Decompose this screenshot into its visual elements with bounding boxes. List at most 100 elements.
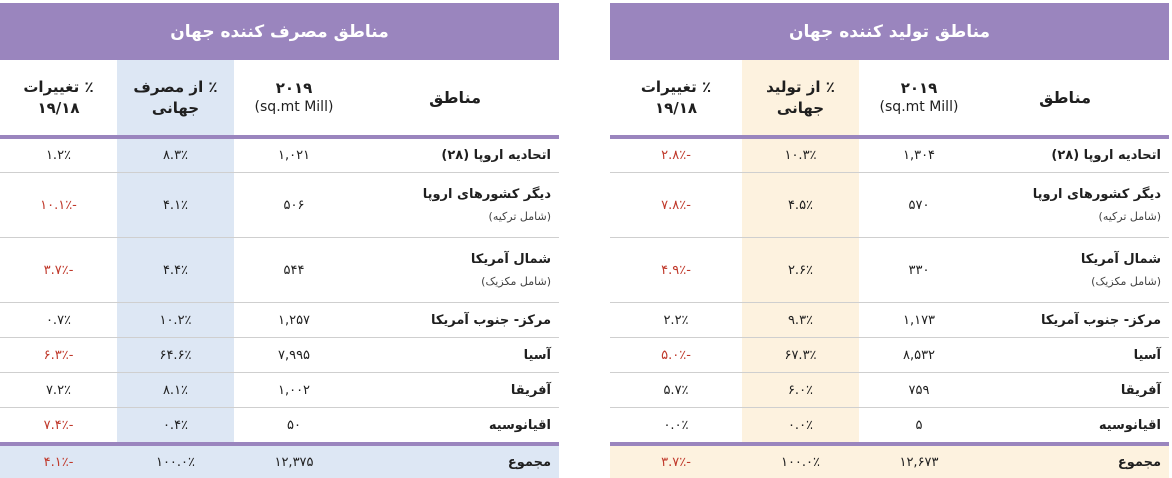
consumers-header-year: ۲۰۱۹ <box>275 78 313 97</box>
producers-region-cell: آسیا <box>979 337 1169 373</box>
consumers-share-cell: ۶۴.۶٪ <box>117 337 234 373</box>
producers-header-share-l1: ٪ از تولید <box>766 78 835 97</box>
consumers-change-cell: -۷.۴٪ <box>0 407 117 445</box>
producers-row: شمال آمریکا (شامل مکزیک) ۳۳۰ ۲.۶٪ -۴.۹٪ <box>610 237 1169 303</box>
producers-change-cell: ۵.۷٪ <box>610 372 742 408</box>
producers-share-cell: ۴.۵٪ <box>742 172 859 238</box>
producers-header-year: ۲۰۱۹ <box>900 78 938 97</box>
consumers-header-share: ٪ از مصرف جهانی <box>117 60 234 139</box>
region-name: اقیانوسیه <box>488 417 551 433</box>
producers-value-cell: ۷۵۹ <box>859 372 979 408</box>
producers-share-cell: ۲.۶٪ <box>742 237 859 303</box>
producers-total-share: ۱۰۰.۰٪ <box>742 442 859 478</box>
producers-share-cell: ۹.۳٪ <box>742 302 859 338</box>
producers-region-cell: مرکز- جنوب آمریکا <box>979 302 1169 338</box>
consumers-share-cell: ۱۰.۲٪ <box>117 302 234 338</box>
producers-row: اتحادیه اروپا (۲۸) ۱,۳۰۴ ۱۰.۳٪ -۲.۸٪ <box>610 137 1169 173</box>
consumers-change-cell: ۱.۲٪ <box>0 137 117 173</box>
consumers-value-cell: ۵۰ <box>234 407 354 445</box>
consumers-header-change-l2: ۱۹/۱۸ <box>37 98 80 117</box>
producers-row: آسیا ۸,۵۳۲ ۶۷.۳٪ -۵.۰٪ <box>610 337 1169 373</box>
producers-change-cell: -۷.۸٪ <box>610 172 742 238</box>
producers-share-cell: ۱۰.۳٪ <box>742 137 859 173</box>
region-note: (شامل مکزیک) <box>1091 275 1161 288</box>
producers-header-region: مناطق <box>979 60 1169 139</box>
consumers-header-change: ٪ تغییرات ۱۹/۱۸ <box>0 60 117 139</box>
consumers-region-cell: اقیانوسیه <box>354 407 559 445</box>
region-note: (شامل ترکیه) <box>488 210 551 223</box>
consumers-row: مرکز- جنوب آمریکا ۱,۲۵۷ ۱۰.۲٪ ۰.۷٪ <box>0 302 559 338</box>
consumers-total-label: مجموع <box>354 442 559 478</box>
producers-change-cell: -۴.۹٪ <box>610 237 742 303</box>
producers-value-cell: ۸,۵۳۲ <box>859 337 979 373</box>
consumers-value-cell: ۷,۹۹۵ <box>234 337 354 373</box>
consumers-change-cell: ۰.۷٪ <box>0 302 117 338</box>
consumers-value-cell: ۱,۲۵۷ <box>234 302 354 338</box>
producers-share-cell: ۰.۰٪ <box>742 407 859 445</box>
producers-row: مرکز- جنوب آمریکا ۱,۱۷۳ ۹.۳٪ ۲.۲٪ <box>610 302 1169 338</box>
consumers-header-unit: (sq.mt Mill) <box>254 99 334 116</box>
consumers-header-share-l1: ٪ از مصرف <box>133 78 218 97</box>
producers-header-change: ٪ تغییرات ۱۹/۱۸ <box>610 60 742 139</box>
consumers-share-cell: ۸.۱٪ <box>117 372 234 408</box>
producers-share-cell: ۶۷.۳٪ <box>742 337 859 373</box>
region-name: مرکز- جنوب آمریکا <box>430 312 551 328</box>
producers-header-value: ۲۰۱۹ (sq.mt Mill) <box>859 60 979 139</box>
consumers-row: آفریقا ۱,۰۰۲ ۸.۱٪ ۷.۲٪ <box>0 372 559 408</box>
consumers-region-cell: آسیا <box>354 337 559 373</box>
producers-total-change: -۳.۷٪ <box>610 442 742 478</box>
region-name: اتحادیه اروپا (۲۸) <box>441 148 551 163</box>
consumers-header-row: مناطق ۲۰۱۹ (sq.mt Mill) ٪ از مصرف جهانی … <box>0 60 559 139</box>
region-name: اتحادیه اروپا (۲۸) <box>1051 148 1161 163</box>
consumers-region-cell: اتحادیه اروپا (۲۸) <box>354 137 559 173</box>
consumers-header-region: مناطق <box>354 60 559 139</box>
producers-value-cell: ۵۷۰ <box>859 172 979 238</box>
consumers-row: شمال آمریکا (شامل مکزیک) ۵۴۴ ۴.۴٪ -۳.۷٪ <box>0 237 559 303</box>
consumers-region-cell: دیگر کشورهای اروپا (شامل ترکیه) <box>354 172 559 238</box>
region-name: شمال آمریکا <box>1080 252 1161 267</box>
producers-total-row: مجموع ۱۲,۶۷۳ ۱۰۰.۰٪ -۳.۷٪ <box>610 442 1169 478</box>
consumers-row: اتحادیه اروپا (۲۸) ۱,۰۲۱ ۸.۳٪ ۱.۲٪ <box>0 137 559 173</box>
consumers-value-cell: ۵۰۶ <box>234 172 354 238</box>
region-note: (شامل ترکیه) <box>1098 210 1161 223</box>
producers-row: اقیانوسیه ۵ ۰.۰٪ ۰.۰٪ <box>610 407 1169 445</box>
consumers-total-row: مجموع ۱۲,۳۷۵ ۱۰۰.۰٪ -۴.۱٪ <box>0 442 559 478</box>
producers-region-cell: شمال آمریکا (شامل مکزیک) <box>979 237 1169 303</box>
consumers-total-change: -۴.۱٪ <box>0 442 117 478</box>
consumers-value-cell: ۵۴۴ <box>234 237 354 303</box>
consumers-share-cell: ۸.۳٪ <box>117 137 234 173</box>
producers-header-change-l1: ٪ تغییرات <box>640 78 712 97</box>
consumers-region-cell: شمال آمریکا (شامل مکزیک) <box>354 237 559 303</box>
producers-region-cell: اقیانوسیه <box>979 407 1169 445</box>
producers-value-cell: ۱,۱۷۳ <box>859 302 979 338</box>
region-name: دیگر کشورهای اروپا <box>422 187 551 202</box>
region-name: آفریقا <box>1120 382 1161 398</box>
consumers-row: آسیا ۷,۹۹۵ ۶۴.۶٪ -۶.۳٪ <box>0 337 559 373</box>
producers-row: آفریقا ۷۵۹ ۶.۰٪ ۵.۷٪ <box>610 372 1169 408</box>
producers-header-share-l2: جهانی <box>776 98 825 117</box>
consumers-header-share-l2: جهانی <box>151 98 200 117</box>
producers-total-label: مجموع <box>979 442 1169 478</box>
region-name: شمال آمریکا <box>470 252 551 267</box>
consumers-region-cell: مرکز- جنوب آمریکا <box>354 302 559 338</box>
producers-header-change-l2: ۱۹/۱۸ <box>654 98 698 117</box>
region-note: (شامل مکزیک) <box>481 275 551 288</box>
consumers-share-cell: ۴.۴٪ <box>117 237 234 303</box>
consumers-header-value: ۲۰۱۹ (sq.mt Mill) <box>234 60 354 139</box>
consumers-change-cell: -۱۰.۱٪ <box>0 172 117 238</box>
producers-total-value: ۱۲,۶۷۳ <box>859 442 979 478</box>
consumers-change-cell: ۷.۲٪ <box>0 372 117 408</box>
producers-row: دیگر کشورهای اروپا (شامل ترکیه) ۵۷۰ ۴.۵٪ -۷.… <box>610 172 1169 238</box>
consumers-change-cell: -۳.۷٪ <box>0 237 117 303</box>
consumers-row: اقیانوسیه ۵۰ ۰.۴٪ -۷.۴٪ <box>0 407 559 445</box>
consumers-value-cell: ۱,۰۲۱ <box>234 137 354 173</box>
producers-header-row: مناطق ۲۰۱۹ (sq.mt Mill) ٪ از تولید جهانی… <box>610 60 1169 139</box>
producers-value-cell: ۱,۳۰۴ <box>859 137 979 173</box>
producers-header-share: ٪ از تولید جهانی <box>742 60 859 139</box>
consumers-share-cell: ۰.۴٪ <box>117 407 234 445</box>
consumers-row: دیگر کشورهای اروپا (شامل ترکیه) ۵۰۶ ۴.۱٪ -۱۰… <box>0 172 559 238</box>
region-name: مرکز- جنوب آمریکا <box>1040 312 1161 328</box>
producers-change-cell: ۰.۰٪ <box>610 407 742 445</box>
region-name: اقیانوسیه <box>1098 417 1161 433</box>
region-name: آفریقا <box>510 382 551 398</box>
